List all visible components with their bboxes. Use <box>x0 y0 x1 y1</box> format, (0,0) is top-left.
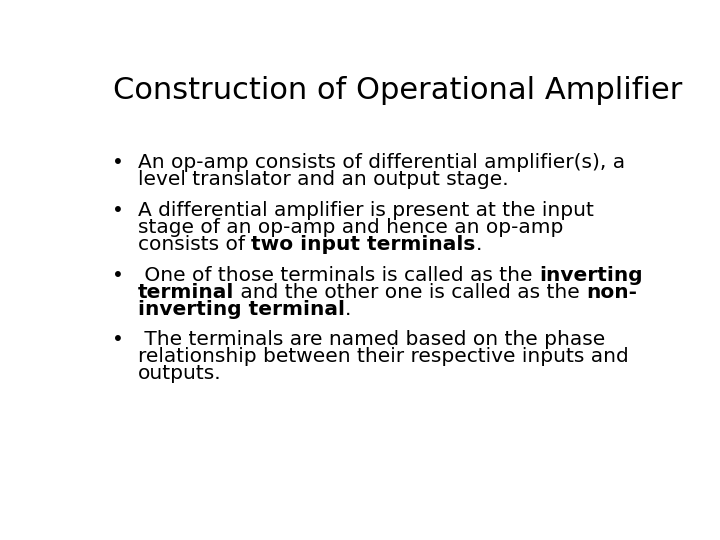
Text: inverting terminal: inverting terminal <box>138 300 345 319</box>
Text: •: • <box>112 266 124 285</box>
Text: A differential amplifier is present at the input: A differential amplifier is present at t… <box>138 201 594 220</box>
Text: One of those terminals is called as the: One of those terminals is called as the <box>138 266 539 285</box>
Text: .: . <box>345 300 351 319</box>
Text: non-: non- <box>587 283 637 302</box>
Text: two input terminals: two input terminals <box>251 235 476 254</box>
Text: inverting: inverting <box>539 266 642 285</box>
Text: •: • <box>112 330 124 349</box>
Text: and the other one is called as the: and the other one is called as the <box>235 283 587 302</box>
Text: The terminals are named based on the phase: The terminals are named based on the pha… <box>138 330 606 349</box>
Text: Construction of Operational Amplifier: Construction of Operational Amplifier <box>113 76 683 105</box>
Text: relationship between their respective inputs and: relationship between their respective in… <box>138 347 629 367</box>
Text: stage of an op-amp and hence an op-amp: stage of an op-amp and hence an op-amp <box>138 218 564 237</box>
Text: consists of: consists of <box>138 235 251 254</box>
Text: .: . <box>476 235 482 254</box>
Text: •: • <box>112 201 124 220</box>
Text: terminal: terminal <box>138 283 235 302</box>
Text: outputs.: outputs. <box>138 364 222 383</box>
Text: level translator and an output stage.: level translator and an output stage. <box>138 170 508 190</box>
Text: •: • <box>112 153 124 172</box>
Text: An op-amp consists of differential amplifier(s), a: An op-amp consists of differential ampli… <box>138 153 625 172</box>
